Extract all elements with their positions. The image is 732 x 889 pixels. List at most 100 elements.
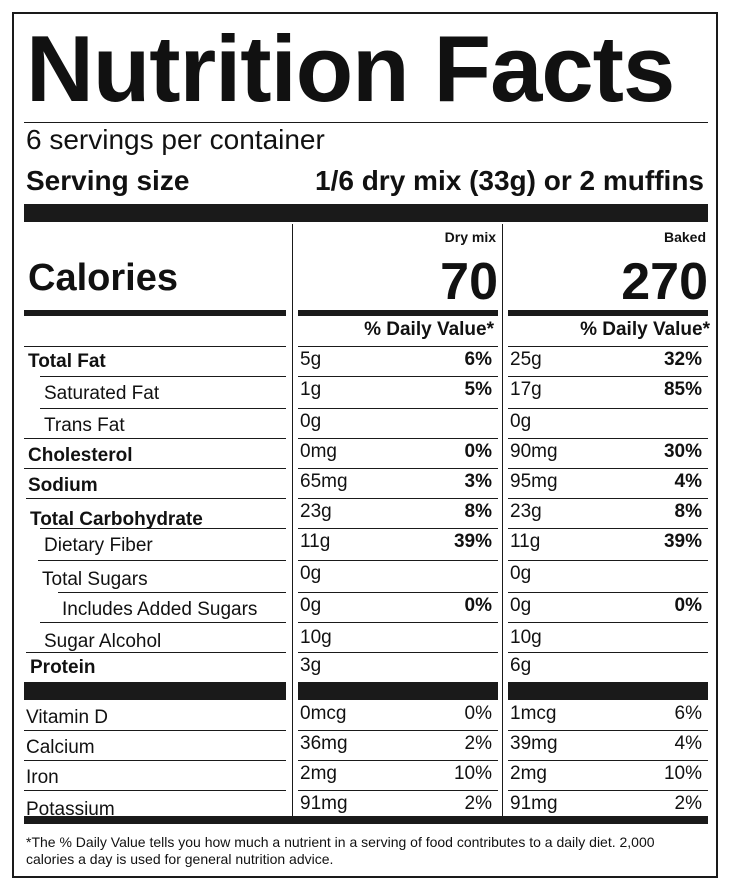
- sodium-baked-dv: 4%: [674, 471, 702, 492]
- row-divider: [24, 438, 286, 439]
- sodium-label: Sodium: [28, 475, 98, 496]
- column-separator: [292, 224, 293, 816]
- added-sugars-label: Includes Added Sugars: [62, 599, 258, 620]
- sodium-baked-amount: 95mg: [510, 471, 558, 492]
- row-divider: [298, 622, 498, 623]
- saturated-fat-baked-dv: 85%: [663, 379, 702, 400]
- row-divider: [38, 560, 286, 561]
- cholesterol-baked-amount: 90mg: [510, 441, 558, 462]
- row-divider: [298, 730, 498, 731]
- sodium-dry-amount: 65mg: [300, 471, 348, 492]
- row-divider: [508, 468, 708, 469]
- row-divider: [508, 560, 708, 561]
- total-sugars-baked-amount: 0g: [510, 563, 532, 584]
- dry-mix-dv-header: % Daily Value*: [364, 319, 494, 340]
- trans-fat-dry-amount: 0g: [300, 411, 322, 432]
- row-divider: [298, 408, 498, 409]
- saturated-fat-baked-amount: 17g: [510, 379, 542, 400]
- protein-baked-amount: 6g: [510, 655, 532, 676]
- potassium-label: Potassium: [26, 799, 115, 820]
- iron-dry-dv: 10%: [453, 763, 492, 784]
- saturated-fat-dry-dv: 5%: [464, 379, 492, 400]
- trans-fat-label: Trans Fat: [44, 415, 125, 436]
- saturated-fat-dry-amount: 1g: [300, 379, 322, 400]
- row-divider: [298, 346, 498, 347]
- dietary-fiber-label: Dietary Fiber: [44, 535, 153, 556]
- row-divider: [298, 652, 498, 653]
- baked-calories: 270: [621, 253, 708, 311]
- calories-divider: [298, 310, 498, 316]
- protein-label: Protein: [30, 657, 96, 678]
- row-divider: [24, 760, 286, 761]
- calcium-dry-amount: 36mg: [300, 733, 348, 754]
- row-divider: [508, 376, 708, 377]
- added-sugars-dry-amount: 0g: [300, 595, 322, 616]
- footnote: *The % Daily Value tells you how much a …: [26, 834, 655, 867]
- thick-divider: [298, 682, 498, 700]
- potassium-dry-dv: 2%: [464, 793, 492, 814]
- vitamin-d-baked-dv: 6%: [674, 703, 702, 724]
- total-carbohydrate-dry-dv: 8%: [464, 501, 492, 522]
- thick-divider: [24, 204, 708, 222]
- row-divider: [40, 408, 286, 409]
- total-carbohydrate-baked-dv: 8%: [674, 501, 702, 522]
- row-divider: [508, 438, 708, 439]
- added-sugars-baked-dv: 0%: [674, 595, 702, 616]
- total-carbohydrate-dry-amount: 23g: [300, 501, 332, 522]
- added-sugars-dry-dv: 0%: [464, 595, 492, 616]
- row-divider: [298, 376, 498, 377]
- iron-baked-amount: 2mg: [510, 763, 547, 784]
- vitamin-d-baked-amount: 1mcg: [510, 703, 557, 724]
- thick-divider: [24, 682, 286, 700]
- row-divider: [508, 760, 708, 761]
- dry-mix-header: Dry mix: [444, 229, 496, 245]
- row-divider: [298, 592, 498, 593]
- row-divider: [298, 498, 498, 499]
- row-divider: [40, 528, 286, 529]
- trans-fat-baked-amount: 0g: [510, 411, 532, 432]
- row-divider: [40, 376, 286, 377]
- total-fat-baked-dv: 32%: [663, 349, 702, 370]
- total-carbohydrate-baked-amount: 23g: [510, 501, 542, 522]
- baked-header: Baked: [663, 229, 706, 245]
- row-divider: [298, 560, 498, 561]
- calcium-dry-dv: 2%: [464, 733, 492, 754]
- dietary-fiber-dry-dv: 39%: [453, 531, 492, 552]
- row-divider: [298, 468, 498, 469]
- cholesterol-dry-amount: 0mg: [300, 441, 337, 462]
- thick-divider: [508, 682, 708, 700]
- row-divider: [508, 730, 708, 731]
- dietary-fiber-dry-amount: 11g: [300, 531, 331, 552]
- row-divider: [298, 438, 498, 439]
- column-separator: [502, 224, 503, 816]
- row-divider: [508, 790, 708, 791]
- serving-size-label: Serving size: [26, 165, 190, 196]
- row-divider: [24, 790, 286, 791]
- saturated-fat-label: Saturated Fat: [44, 383, 160, 404]
- row-divider: [508, 592, 708, 593]
- row-divider: [508, 346, 708, 347]
- row-divider: [508, 408, 708, 409]
- total-fat-label: Total Fat: [28, 351, 106, 372]
- serving-size-value: 1/6 dry mix (33g) or 2 muffins: [315, 165, 704, 196]
- protein-dry-amount: 3g: [300, 655, 322, 676]
- row-divider: [24, 468, 286, 469]
- dietary-fiber-baked-amount: 11g: [510, 531, 541, 552]
- baked-dv-header: % Daily Value*: [580, 319, 710, 340]
- calories-divider: [508, 310, 708, 316]
- cholesterol-baked-dv: 30%: [663, 441, 702, 462]
- sugar-alcohol-dry-amount: 10g: [300, 627, 332, 648]
- divider: [24, 122, 708, 123]
- total-fat-dry-amount: 5g: [300, 349, 322, 370]
- potassium-baked-dv: 2%: [674, 793, 702, 814]
- total-fat-dry-dv: 6%: [464, 349, 492, 370]
- total-carbohydrate-label: Total Carbohydrate: [30, 509, 203, 530]
- row-divider: [26, 652, 286, 653]
- sodium-dry-dv: 3%: [464, 471, 492, 492]
- dietary-fiber-baked-dv: 39%: [663, 531, 702, 552]
- nutrition-label: Nutrition Facts 6 servings per container…: [12, 12, 718, 878]
- row-divider: [58, 592, 286, 593]
- footnote-divider: [24, 816, 708, 824]
- calories-divider: [24, 310, 286, 316]
- iron-baked-dv: 10%: [663, 763, 702, 784]
